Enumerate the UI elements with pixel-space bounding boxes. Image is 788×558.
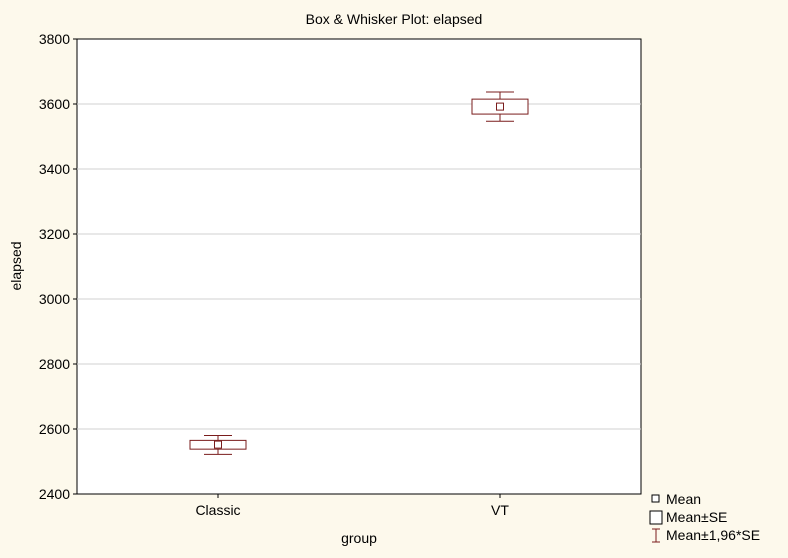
legend: Mean Mean±SE Mean±1,96*SE (649, 491, 760, 543)
legend-mean-marker (651, 494, 660, 503)
y-tick-label: 3400 (39, 161, 70, 177)
y-axis-title: elapsed (8, 241, 24, 290)
plot-marks (189, 91, 529, 455)
y-tick-label: 3000 (39, 291, 70, 307)
legend-label-mean: Mean (666, 491, 701, 507)
y-tick-label: 2600 (39, 421, 70, 437)
y-tick-label: 3800 (39, 31, 70, 47)
mean-marker (214, 440, 222, 449)
legend-label-ci: Mean±1,96*SE (666, 527, 760, 543)
plot-area (76, 38, 642, 495)
y-tick-label: 2800 (39, 356, 70, 372)
y-tick-label: 3600 (39, 96, 70, 112)
mean-marker (496, 102, 504, 111)
x-axis: Classic VT (195, 494, 509, 518)
x-tick-label: VT (491, 502, 509, 518)
legend-se-box (649, 510, 663, 525)
y-tick-label: 2400 (39, 486, 70, 502)
y-tick-label: 3200 (39, 226, 70, 242)
gridlines (77, 103, 641, 430)
chart-title: Box & Whisker Plot: elapsed (306, 11, 483, 27)
x-axis-title: group (341, 530, 377, 546)
x-tick-label: Classic (195, 502, 240, 518)
y-axis: 2400 2600 2800 3000 3200 3400 3600 3800 (39, 31, 77, 502)
legend-label-se: Mean±SE (666, 509, 727, 525)
